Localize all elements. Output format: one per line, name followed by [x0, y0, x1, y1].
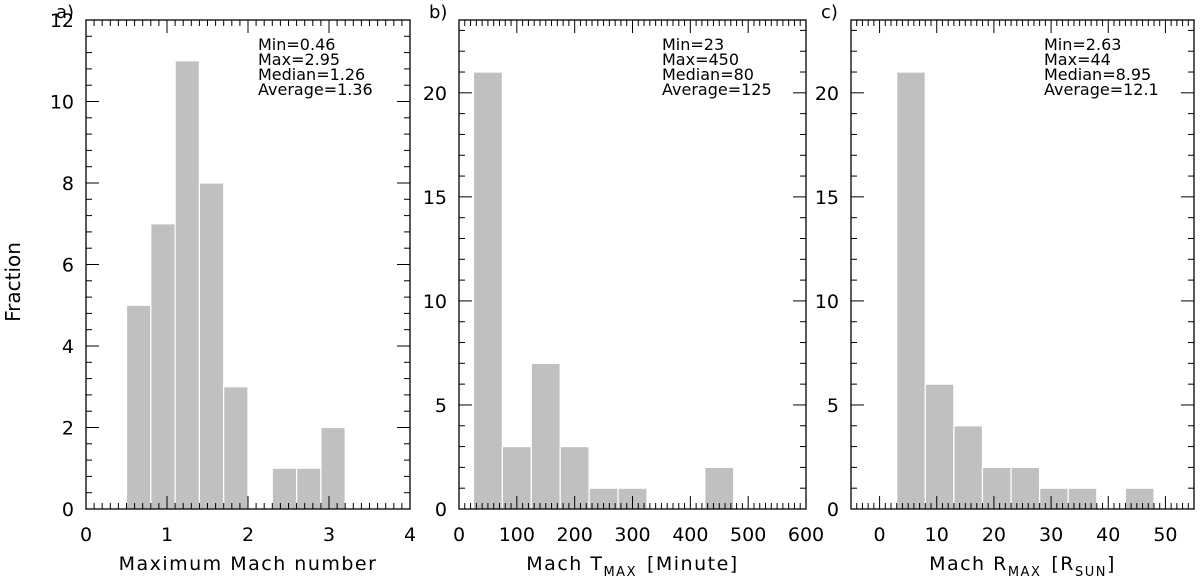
bar [198, 182, 225, 510]
y-tick-label: 8 [62, 173, 74, 195]
y-tick-label: 10 [50, 92, 74, 114]
x-tick-label: 40 [1096, 524, 1120, 546]
y-tick-label: 5 [827, 395, 839, 417]
x-axis-label: Maximum Mach number [119, 553, 378, 575]
bar [981, 466, 1012, 510]
y-tick-label: 5 [435, 395, 447, 417]
x-label-main: Mach T [526, 553, 603, 575]
x-tick-label: 3 [323, 524, 335, 546]
x-tick-label: 30 [1039, 524, 1063, 546]
x-tick-label: 0 [874, 524, 886, 546]
panel-letter: c) [821, 2, 838, 23]
stat-line: Average=125 [662, 80, 772, 99]
y-tick-label: 10 [815, 291, 839, 313]
bar [1124, 487, 1155, 510]
bar [125, 304, 152, 510]
x-tick-label: 300 [614, 524, 650, 546]
y-tick-label: 10 [423, 291, 447, 313]
bar [150, 223, 176, 510]
bar [472, 71, 503, 510]
bar [174, 60, 201, 510]
y-tick-label: 20 [423, 83, 447, 105]
x-axis-label: Mach RMAX [RSUN] [929, 553, 1116, 576]
bar [896, 71, 926, 510]
x-tick-label: 400 [672, 524, 708, 546]
stat-line: Median=80 [662, 65, 754, 84]
stat-line: Max=450 [662, 50, 739, 69]
panel-3: 0 10 20 30 40 50 0 5 10 15 20 c) Min=2.63Max=44Media… [815, 2, 1195, 576]
y-tick-label: 0 [827, 499, 839, 521]
y-tick-label: 2 [62, 418, 74, 440]
bar [223, 386, 249, 510]
bar [924, 383, 955, 510]
x-label-subscript: MAX [1008, 565, 1042, 576]
x-tick-label: 500 [730, 524, 766, 546]
x-tick-label: 20 [982, 524, 1006, 546]
stat-line: Min=23 [662, 35, 724, 54]
x-tick-label: 0 [80, 524, 92, 546]
stat-line: Median=1.26 [258, 65, 365, 84]
x-label-unit-close: ] [1107, 553, 1116, 575]
stat-line: Min=0.46 [258, 35, 335, 54]
x-label-unit-subscript: SUN [1075, 565, 1107, 576]
bar [1010, 466, 1041, 510]
bar [296, 467, 322, 510]
stat-line: Max=44 [1044, 50, 1111, 69]
bar [1067, 487, 1098, 510]
x-tick-label: 200 [557, 524, 593, 546]
x-tick-label: 2 [242, 524, 254, 546]
stat-line: Min=2.63 [1044, 35, 1121, 54]
y-axis-label: Fraction [1, 242, 25, 322]
bar [271, 467, 298, 510]
panel-letter: a) [56, 2, 74, 23]
y-tick-label: 15 [423, 187, 447, 209]
panel-letter: b) [429, 2, 447, 23]
y-tick-label: 12 [50, 10, 74, 32]
y-tick-label: 6 [62, 255, 74, 277]
bar [1039, 487, 1069, 510]
stat-line: Median=8.95 [1044, 65, 1151, 84]
y-tick-label: 15 [815, 187, 839, 209]
x-label-unit-open: [R [1051, 553, 1075, 575]
x-tick-label: 1 [161, 524, 173, 546]
x-tick-label: 50 [1153, 524, 1177, 546]
stat-line: Max=2.95 [258, 50, 340, 69]
bar [953, 425, 984, 510]
y-tick-label: 4 [62, 336, 74, 358]
x-tick-label: 10 [925, 524, 949, 546]
x-label-main: Mach R [929, 553, 1008, 575]
x-label-subscript: MAX [603, 565, 637, 576]
y-tick-label: 0 [435, 499, 447, 521]
stat-line: Average=12.1 [1044, 80, 1159, 99]
x-tick-label: 0 [453, 524, 465, 546]
bar [320, 426, 346, 510]
x-tick-label: 4 [404, 524, 416, 546]
x-label-unit: [Minute] [647, 553, 739, 575]
x-tick-label: 100 [499, 524, 535, 546]
panel-1: 0 1 2 3 4024681012a)Min=0.46Max=2.95Median=1… [50, 2, 416, 575]
panel-2: 0 100 200 300 400 500 600 0 5 10 15 20 b) Min=23Max=4… [423, 2, 824, 576]
y-tick-label: 20 [815, 83, 839, 105]
panels-group: 0 1 2 3 4024681012a)Min=0.46Max=2.95Median=1… [50, 2, 1195, 576]
bar [530, 362, 561, 510]
y-tick-label: 0 [62, 499, 74, 521]
stat-line: Average=1.36 [258, 80, 373, 99]
bar [704, 466, 735, 510]
x-axis-label: Mach TMAX [Minute] [526, 553, 738, 576]
x-tick-label: 600 [788, 524, 824, 546]
